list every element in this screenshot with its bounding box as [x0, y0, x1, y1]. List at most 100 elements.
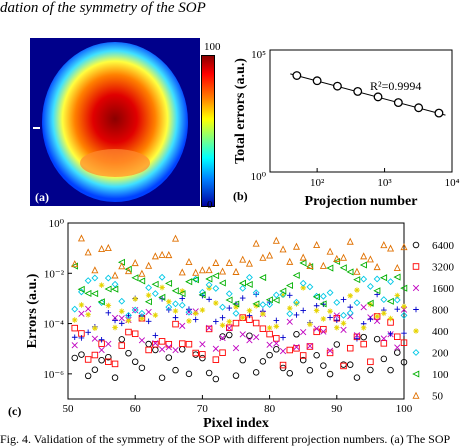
chart-c-point — [145, 308, 152, 316]
chart-c-point — [400, 306, 408, 313]
chart-c-point — [125, 317, 132, 324]
chart-b-point — [312, 76, 322, 86]
chart-c-point — [393, 263, 401, 272]
chart-c-point — [178, 301, 186, 309]
chart-c-point — [259, 358, 267, 365]
chart-c-point — [232, 372, 240, 379]
chart-c-point — [381, 310, 387, 317]
chart-c-point — [273, 335, 280, 342]
chart-c-point — [172, 308, 179, 314]
chart-c-point — [145, 318, 152, 325]
chart-c-point — [380, 355, 388, 363]
chart-c-point — [158, 338, 166, 345]
chart-c-point — [394, 349, 401, 356]
chart-c-point — [91, 266, 99, 274]
chart-c-point — [219, 314, 226, 321]
chart-c-point — [158, 293, 166, 301]
chart-c-point — [226, 318, 233, 325]
chart-c-point — [138, 277, 146, 285]
chart-b-ytick-label: 10⁵ — [251, 49, 266, 61]
panel-b-label: (b) — [233, 189, 248, 203]
chart-c-point — [145, 261, 153, 269]
chart-c-point — [78, 288, 85, 296]
chart-c-point — [266, 341, 273, 348]
chart-c-point — [280, 334, 286, 341]
chart-c-point — [239, 331, 246, 338]
chart-c-point — [273, 317, 280, 324]
chart-c-point — [219, 267, 227, 275]
chart-c-point — [112, 324, 118, 331]
chart-c-point — [300, 307, 306, 314]
chart-c-point — [354, 287, 360, 293]
chart-c-point — [111, 271, 119, 279]
chart-c-point — [84, 372, 92, 380]
chart-b-frame — [269, 49, 453, 173]
chart-c-point — [360, 304, 367, 311]
chart-c-point — [373, 287, 381, 295]
chart-c-point — [286, 370, 294, 377]
chart-c-point — [179, 322, 186, 329]
chart-c-point — [293, 312, 300, 318]
chart-c-point — [111, 374, 119, 381]
chart-c-point — [334, 324, 340, 331]
chart-c-point — [118, 262, 126, 270]
chart-c-point — [353, 276, 361, 284]
chart-c-point — [306, 343, 314, 350]
chart-c-point — [192, 349, 199, 357]
chart-c-point — [172, 366, 179, 374]
chart-c-ytick-label: 10⁻⁴ — [43, 319, 64, 331]
chart-c-point — [125, 311, 132, 319]
chart-c-point — [151, 252, 159, 260]
chart-c-point — [152, 340, 159, 347]
chart-c-point — [125, 349, 132, 357]
chart-c-point — [293, 298, 300, 306]
chart-c-point — [266, 351, 273, 359]
chart-c-point — [266, 251, 274, 259]
chart-c-point — [273, 340, 280, 347]
chart-c-point — [394, 344, 401, 351]
chart-c-point — [286, 305, 293, 312]
chart-c-point — [346, 237, 354, 245]
chart-c-point — [320, 362, 327, 369]
chart-c-point — [219, 333, 226, 340]
sop-heatmap — [30, 38, 200, 206]
chart-c-point — [252, 300, 260, 308]
chart-c-legend-label: 1600 — [432, 283, 455, 295]
chart-c-point — [299, 352, 307, 359]
chart-c-point — [293, 300, 300, 307]
chart-b-point — [393, 98, 403, 108]
chart-c-xtick-label: 100 — [396, 403, 413, 415]
chart-c-point — [218, 279, 226, 287]
chart-c-point — [306, 263, 314, 271]
chart-c-point — [179, 295, 186, 302]
chart-c-point — [105, 302, 112, 309]
chart-c-point — [165, 354, 173, 361]
chart-c-legend-marker — [413, 306, 419, 313]
chart-c-point — [77, 234, 85, 242]
chart-c-point — [386, 297, 394, 305]
chart-c-point — [366, 299, 374, 307]
chart-c-point — [340, 311, 347, 319]
chart-c-point — [91, 335, 98, 342]
chart-c-point — [265, 296, 273, 304]
chart-c-point — [85, 305, 92, 313]
chart-b: 10² 10³ 10⁴ 10⁰ 10⁵ R²=0.9994 Projection numbe… — [233, 49, 460, 209]
chart-c-point — [185, 370, 193, 378]
chart-c-point — [253, 302, 259, 309]
chart-c-frame — [67, 222, 405, 400]
chart-c-point — [171, 287, 179, 295]
chart-c-point — [353, 332, 361, 339]
chart-c-point — [246, 307, 253, 314]
chart-c-point — [178, 346, 186, 353]
chart-c-point — [91, 274, 99, 282]
chart-c-point — [394, 333, 401, 340]
chart-c-point — [165, 251, 173, 259]
chart-c-point — [205, 325, 213, 333]
chart-c-point — [400, 311, 408, 319]
chart-c-point — [77, 285, 85, 293]
chart-c-point — [259, 253, 267, 261]
chart-c-legend-label: 400 — [432, 326, 449, 338]
chart-c-point — [400, 339, 408, 346]
chart-c-legend-label: 800 — [432, 305, 449, 317]
chart-c-point — [219, 322, 226, 329]
